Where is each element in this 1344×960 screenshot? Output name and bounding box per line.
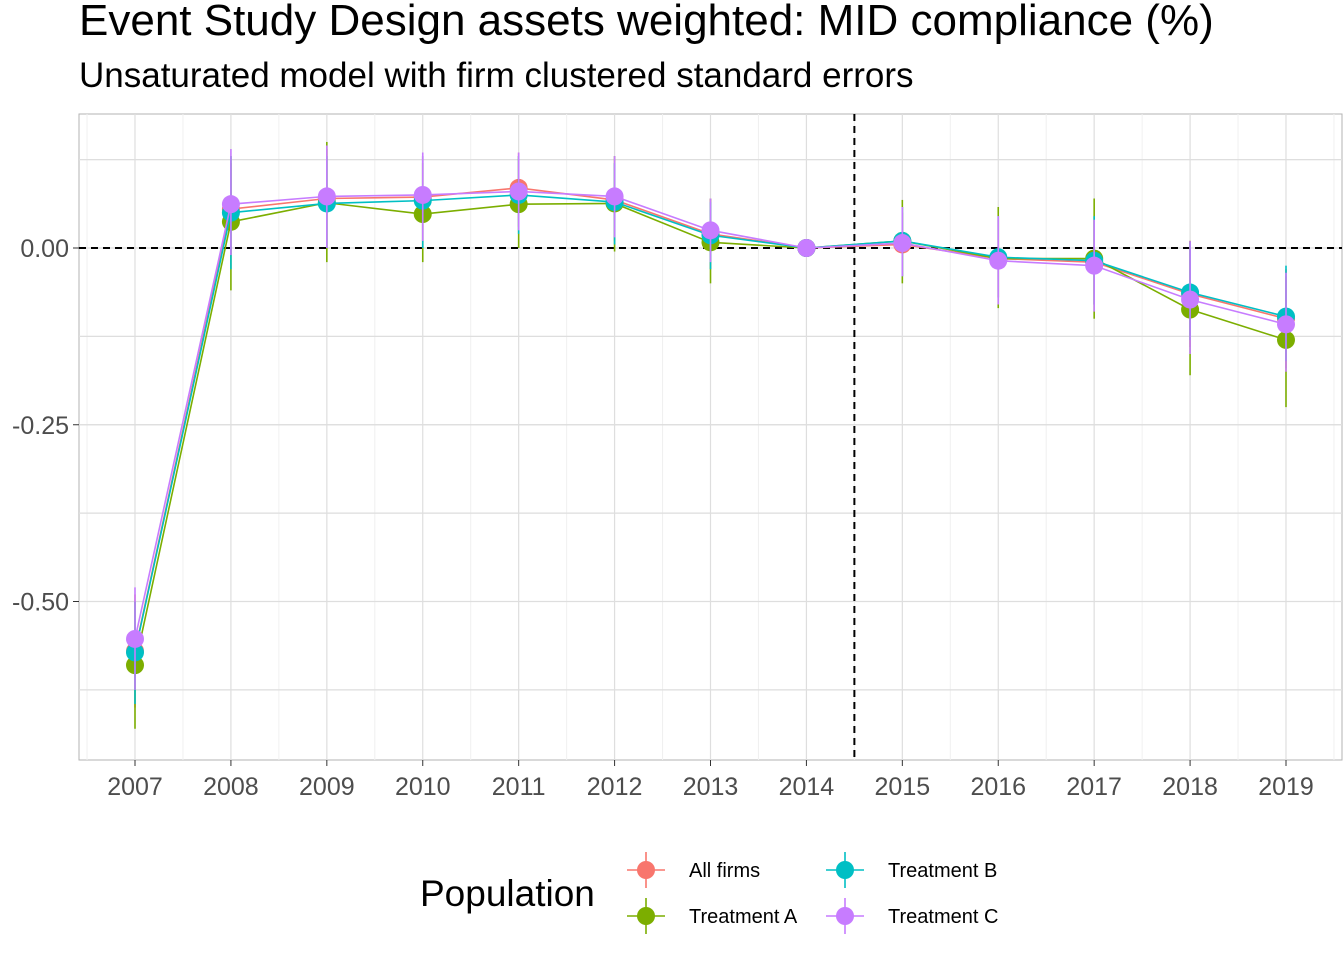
chart-subtitle: Unsaturated model with firm clustered st… bbox=[79, 56, 914, 95]
data-point bbox=[989, 251, 1008, 270]
plot-panel bbox=[78, 113, 1343, 761]
legend-item-all-firms: All firms bbox=[627, 852, 760, 888]
data-point bbox=[1277, 315, 1295, 334]
legend-key-point bbox=[836, 861, 854, 879]
legend-key-point bbox=[836, 907, 854, 925]
x-tick-label: 2008 bbox=[203, 773, 259, 801]
y-tick-label: -0.50 bbox=[12, 589, 69, 617]
data-point bbox=[797, 239, 816, 257]
legend-label: Treatment B bbox=[888, 860, 997, 882]
series-treatment-c bbox=[126, 145, 1295, 690]
legend-key-point bbox=[637, 907, 655, 925]
legend-label: Treatment A bbox=[689, 906, 798, 928]
x-tick-label: 2018 bbox=[1162, 773, 1218, 801]
data-point bbox=[126, 629, 144, 648]
legend-label: Treatment C bbox=[888, 906, 998, 928]
data-point bbox=[1181, 290, 1200, 309]
data-point bbox=[893, 234, 912, 253]
data-point bbox=[413, 185, 432, 204]
legend: Population All firms Treatment A Treatment … bbox=[420, 852, 998, 934]
legend-label: All firms bbox=[689, 860, 760, 882]
x-tick-label: 2017 bbox=[1066, 773, 1122, 801]
legend-key-point bbox=[637, 861, 655, 879]
data-point bbox=[317, 187, 336, 206]
x-tick-label: 2016 bbox=[970, 773, 1026, 801]
data-point bbox=[221, 195, 240, 214]
legend-item-treatment-a: Treatment A bbox=[627, 898, 798, 934]
x-tick-label: 2009 bbox=[299, 773, 355, 801]
data-point bbox=[509, 182, 528, 201]
x-tick-label: 2010 bbox=[395, 773, 451, 801]
x-tick-label: 2014 bbox=[779, 773, 835, 801]
y-tick-label: -0.25 bbox=[12, 412, 69, 440]
x-tick-label: 2013 bbox=[683, 773, 739, 801]
y-axis: 0.00 -0.25 -0.50 bbox=[12, 235, 79, 617]
y-tick-label: 0.00 bbox=[20, 235, 69, 263]
chart-title: Event Study Design assets weighted: MID … bbox=[79, 0, 1214, 45]
x-tick-label: 2011 bbox=[492, 773, 546, 801]
legend-title: Population bbox=[420, 873, 595, 914]
data-point bbox=[605, 187, 624, 206]
x-tick-label: 2007 bbox=[107, 773, 163, 801]
data-point bbox=[1085, 256, 1104, 275]
legend-item-treatment-c: Treatment C bbox=[826, 898, 998, 934]
x-tick-label: 2015 bbox=[875, 773, 931, 801]
x-axis: 2007 2008 2009 2010 2011 2012 2013 2014 2015 2016… bbox=[107, 760, 1314, 801]
x-tick-label: 2019 bbox=[1258, 773, 1314, 801]
data-point bbox=[701, 221, 720, 240]
legend-item-treatment-b: Treatment B bbox=[826, 852, 997, 888]
x-tick-label: 2012 bbox=[587, 773, 643, 801]
